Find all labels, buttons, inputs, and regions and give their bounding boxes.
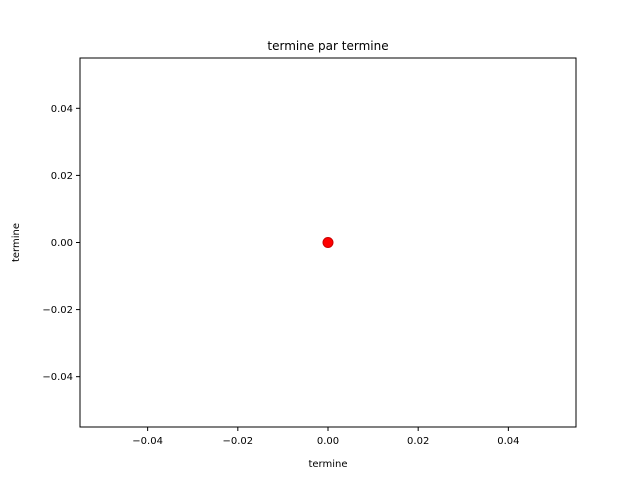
- x-tick-label: 0.02: [407, 436, 429, 447]
- x-tick-label: −0.02: [222, 436, 253, 447]
- y-tick-label: 0.04: [51, 104, 73, 115]
- y-tick-label: −0.04: [42, 372, 73, 383]
- y-axis-label: termine: [11, 223, 22, 262]
- y-axis: −0.04 −0.02 0.00 0.02 0.04: [42, 104, 80, 383]
- y-tick-label: 0.02: [51, 171, 73, 182]
- chart-title: termine par termine: [267, 39, 388, 53]
- x-tick-label: 0.00: [317, 436, 339, 447]
- data-points: [322, 237, 334, 248]
- x-tick-label: 0.04: [497, 436, 519, 447]
- x-axis: −0.04 −0.02 0.00 0.02 0.04: [132, 427, 519, 447]
- y-tick-label: −0.02: [42, 305, 73, 316]
- x-tick-label: −0.04: [132, 436, 163, 447]
- y-tick-label: 0.00: [51, 238, 73, 249]
- x-axis-label: termine: [308, 459, 347, 470]
- data-point: [322, 237, 334, 248]
